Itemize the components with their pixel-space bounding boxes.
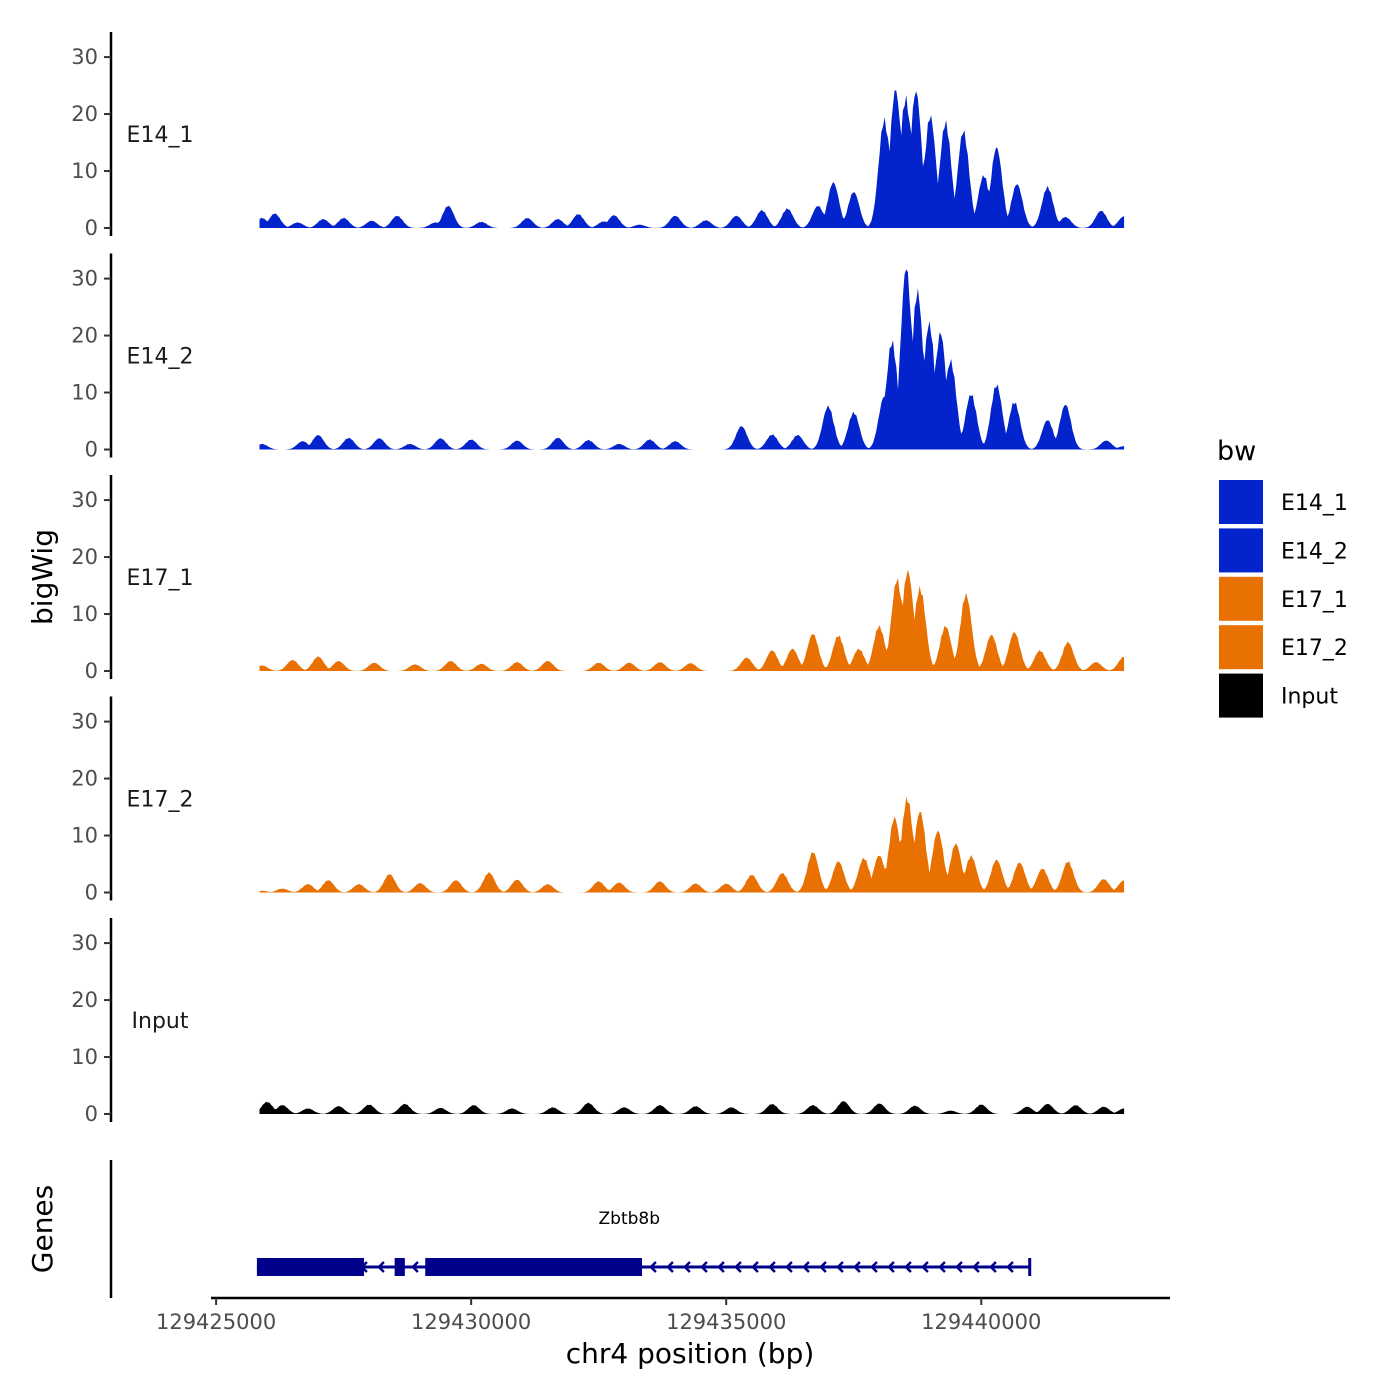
legend-swatch — [1219, 673, 1263, 718]
y-tick-label: 20 — [71, 324, 98, 348]
strand-arrow — [955, 1261, 963, 1273]
x-tick-label: 129435000 — [666, 1310, 786, 1334]
y-tick-label: 20 — [71, 988, 98, 1012]
y-tick-label: 0 — [85, 881, 98, 905]
legend-item-e14-1: E14_1 — [1219, 480, 1348, 524]
strand-arrow — [785, 1261, 793, 1273]
x-axis-title: chr4 position (bp) — [566, 1337, 815, 1370]
track-label: E17_1 — [127, 566, 194, 591]
y-tick-label: 10 — [71, 602, 98, 626]
y-tick-label: 30 — [71, 45, 98, 69]
y-tick-label: 10 — [71, 1045, 98, 1069]
y-tick-label: 10 — [71, 159, 98, 183]
strand-arrow — [904, 1261, 912, 1273]
y-tick-label: 30 — [71, 931, 98, 955]
coverage-tracks: 0 10 20 30 E14_1 0 10 20 30 E14_2 0 10 20 30 E17_1 0 10 2… — [71, 32, 1125, 1126]
x-tick-label: 129425000 — [156, 1310, 276, 1334]
coverage-area — [259, 90, 1125, 229]
strand-arrow — [887, 1261, 895, 1273]
y-tick-label: 30 — [71, 488, 98, 512]
track-e14-1: 0 10 20 30 E14_1 — [71, 32, 1125, 240]
genes-panel: Zbtb8b — [109, 1160, 1032, 1298]
y-tick-label: 30 — [71, 267, 98, 291]
coverage-area — [259, 269, 1125, 450]
legend-title: bw — [1217, 436, 1256, 467]
track-e14-2: 0 10 20 30 E14_2 — [71, 253, 1125, 462]
gene-model: Zbtb8b — [256, 1209, 1032, 1276]
strand-arrow — [938, 1261, 946, 1273]
strand-arrow — [683, 1261, 691, 1273]
legend-swatch — [1219, 528, 1263, 573]
track-label: Input — [132, 1009, 189, 1034]
track-label: E17_2 — [127, 788, 194, 813]
strand-arrow — [717, 1261, 725, 1273]
y-tick-label: 20 — [71, 545, 98, 569]
y-tick-label: 20 — [71, 767, 98, 791]
genes-axis-title: Genes — [26, 1185, 59, 1273]
y-tick-label: 0 — [85, 659, 98, 683]
strand-arrow — [853, 1261, 861, 1273]
coverage-area — [259, 796, 1125, 893]
strand-arrow — [649, 1261, 657, 1273]
strand-arrow — [768, 1261, 776, 1273]
strand-arrow — [972, 1261, 980, 1273]
track-label: E14_1 — [127, 123, 194, 148]
legend-item-e14-2: E14_2 — [1219, 528, 1348, 573]
legend-item-e17-2: E17_2 — [1219, 625, 1348, 670]
legend-item-e17-1: E17_1 — [1219, 576, 1348, 621]
track-input: 0 10 20 30 Input — [71, 918, 1125, 1126]
y-axis-title: bigWig — [26, 529, 59, 625]
strand-arrow — [802, 1261, 810, 1273]
legend-label: E14_1 — [1281, 491, 1348, 516]
y-tick-label: 0 — [85, 1102, 98, 1126]
y-tick-label: 20 — [71, 102, 98, 126]
legend-label: E17_2 — [1281, 636, 1348, 661]
x-tick-label: 129440000 — [921, 1310, 1041, 1334]
gene-name-label: Zbtb8b — [599, 1209, 661, 1229]
legend-swatch — [1219, 576, 1263, 621]
legend-label: Input — [1281, 685, 1338, 710]
legend-items: E14_1 E14_2 E17_1 E17_2 Input — [1219, 480, 1348, 718]
coverage-area — [259, 1101, 1125, 1114]
coverage-area — [259, 569, 1125, 671]
gene-exon — [425, 1258, 643, 1276]
x-axis: 129425000 129430000 129435000 129440000 — [156, 1296, 1170, 1334]
track-e17-2: 0 10 20 30 E17_2 — [71, 696, 1125, 905]
legend-label: E17_1 — [1281, 588, 1348, 613]
gene-exon — [256, 1258, 365, 1276]
strand-arrow — [921, 1261, 929, 1273]
y-tick-label: 10 — [71, 824, 98, 848]
legend-label: E14_2 — [1281, 539, 1348, 564]
strand-arrow — [700, 1261, 708, 1273]
strand-arrow — [819, 1261, 827, 1273]
strand-arrow — [1006, 1261, 1014, 1273]
strand-arrow — [377, 1261, 385, 1273]
legend: bw E14_1 E14_2 E17_1 E17_2 Input — [1217, 436, 1348, 718]
y-tick-label: 0 — [85, 216, 98, 240]
strand-arrow — [411, 1261, 419, 1273]
legend-item-input: Input — [1219, 673, 1338, 718]
strand-arrow — [734, 1261, 742, 1273]
strand-arrow — [666, 1261, 674, 1273]
y-tick-label: 0 — [85, 438, 98, 462]
legend-swatch — [1219, 480, 1263, 524]
gene-exon — [394, 1258, 405, 1276]
strand-arrow — [751, 1261, 759, 1273]
y-tick-label: 10 — [71, 381, 98, 405]
y-tick-label: 30 — [71, 710, 98, 734]
x-ticks: 129425000 129430000 129435000 129440000 — [156, 1298, 1041, 1334]
strand-arrow — [836, 1261, 844, 1273]
legend-swatch — [1219, 625, 1263, 670]
track-e17-1: 0 10 20 30 E17_1 — [71, 475, 1125, 683]
x-tick-label: 129430000 — [411, 1310, 531, 1334]
strand-arrow — [989, 1261, 997, 1273]
track-label: E14_2 — [127, 345, 194, 370]
strand-arrow — [870, 1261, 878, 1273]
